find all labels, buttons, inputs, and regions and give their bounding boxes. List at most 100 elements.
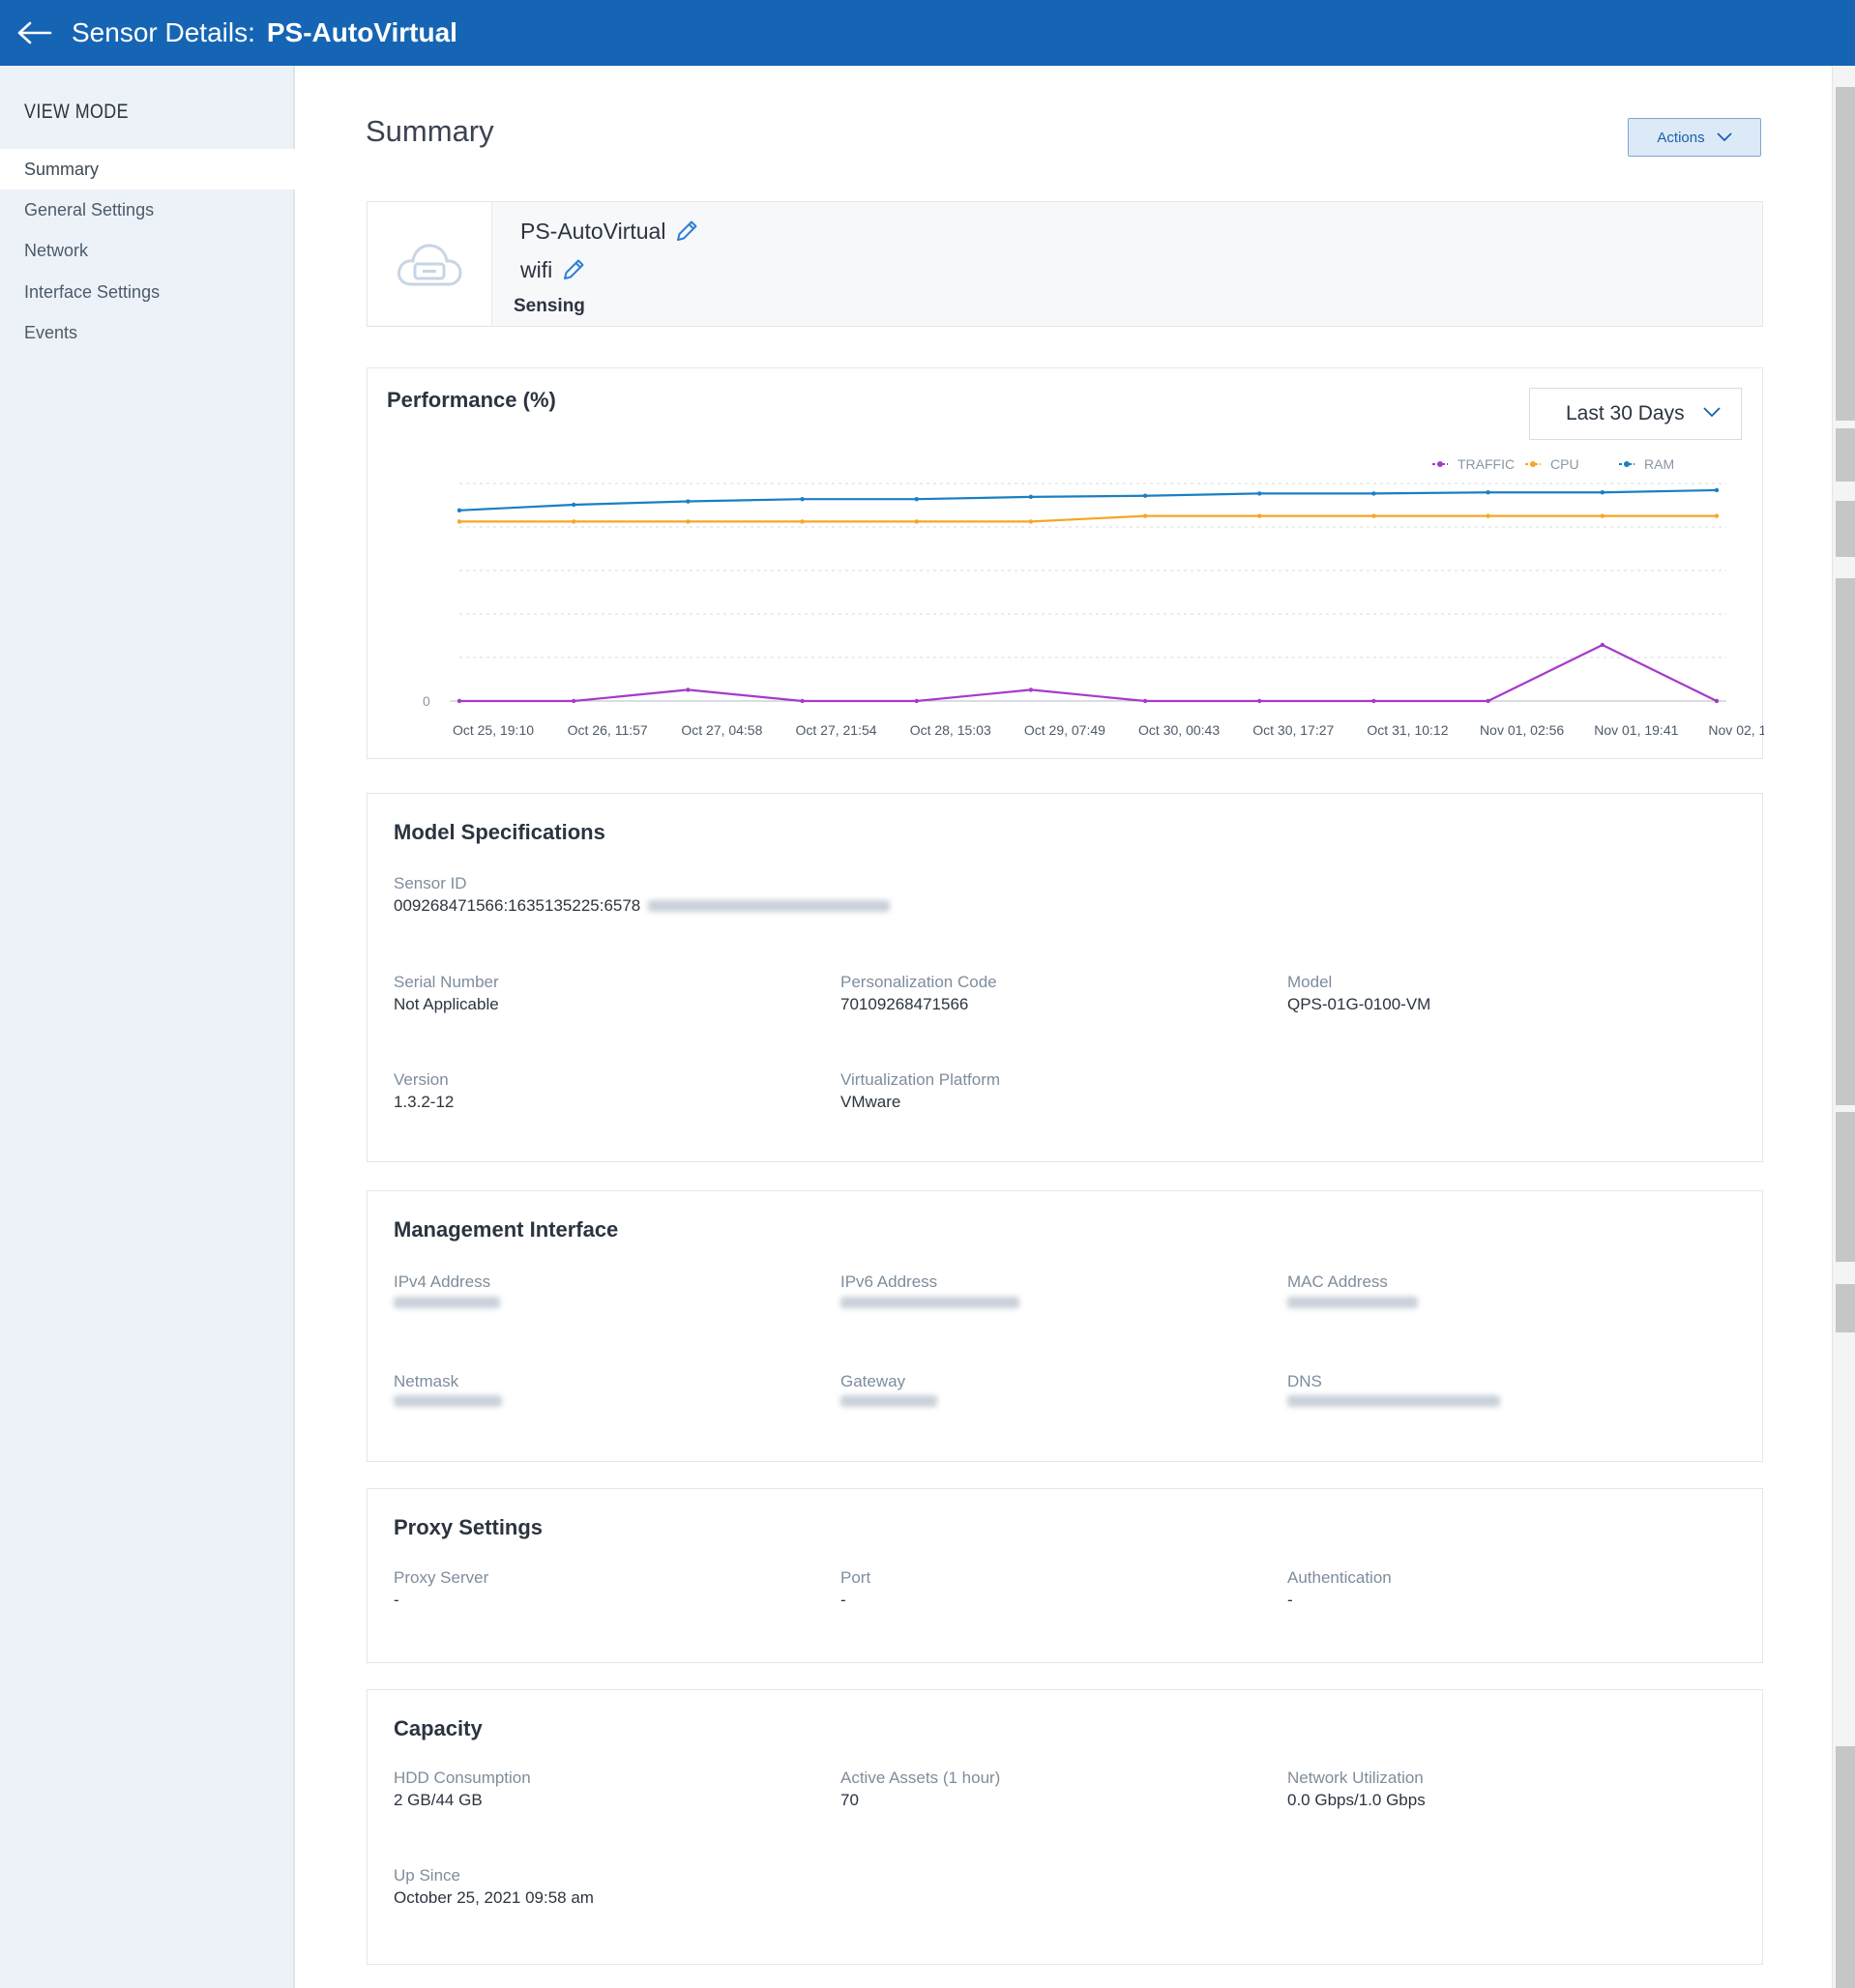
sidebar-item-summary[interactable]: Summary [0,149,295,190]
series-line-cpu [459,514,1717,523]
sidebar-item-events[interactable]: Events [24,322,78,342]
back-arrow-icon[interactable] [15,14,54,52]
data-point-traffic [456,698,462,704]
scrollbar-segment [1836,1112,1855,1262]
data-point-ram [456,508,462,512]
data-point-cpu [1142,513,1148,518]
data-point-cpu [914,519,919,524]
ipv4-label: IPv4 Address [394,1272,491,1291]
data-point-traffic [1028,687,1034,692]
scrollbar-segment [1836,1746,1855,1988]
personalization-code-value: 70109268471566 [840,995,969,1013]
scrollbar-segment [1836,1284,1855,1332]
up-since-value: October 25, 2021 09:58 am [394,1888,594,1907]
legend-label-traffic: TRAFFIC [1458,456,1515,472]
series-line-traffic [459,643,1718,703]
data-point-cpu [1486,513,1490,518]
series-line-ram [458,488,1718,512]
sensor-name-text: PS-AutoVirtual [520,218,666,244]
legend-label-ram: RAM [1644,456,1674,472]
scrollbar-segment [1836,428,1855,482]
sensor-icon-box [368,202,492,325]
ipv6-label: IPv6 Address [840,1272,938,1291]
ipv6-redacted [840,1297,1019,1308]
serial-number-label: Serial Number [394,973,499,991]
legend-label-cpu: CPU [1550,456,1579,472]
chevron-down-icon [1703,407,1721,418]
data-point-traffic [1371,698,1376,704]
data-point-cpu [1257,513,1262,518]
x-tick-label: Oct 29, 07:49 [1024,722,1105,738]
vertical-scrollbar[interactable] [1832,66,1855,1988]
edit-group-pencil-icon[interactable] [560,256,587,283]
sidebar-item-interface-settings[interactable]: Interface Settings [24,281,161,302]
virtualization-platform-label: Virtualization Platform [840,1070,1001,1089]
ipv4-redacted [394,1297,500,1308]
performance-card: 0 Oct 25, 19:10 Oct 26, 11:57 Oct 27, 04:58… [367,367,1764,759]
data-point-cpu [1028,519,1034,524]
model-value: QPS-01G-0100-VM [1287,995,1431,1013]
dns-label: DNS [1287,1372,1322,1390]
main-content: Summary Actions PS-AutoVirtual wifi Sens… [297,66,1832,1988]
scrollbar-thumb[interactable] [1836,87,1855,421]
data-point-ram [914,497,919,502]
data-point-traffic [1600,642,1605,648]
x-tick-label: Oct 27, 21:54 [796,722,877,738]
data-point-traffic [1257,698,1262,704]
legend-marker-cpu [1530,461,1536,467]
data-point-cpu [686,519,691,524]
data-point-traffic [571,698,576,704]
sidebar-heading: VIEW MODE [24,101,129,123]
sensor-overview-card: PS-AutoVirtual wifi Sensing [367,201,1763,327]
scrollbar-segment [1836,578,1855,1105]
data-point-traffic [914,698,919,704]
x-tick-label: Nov 01, 19:41 [1594,722,1678,738]
sensor-id-value: 009268471566:1635135225:6578 [394,896,641,915]
performance-chart: 0 Oct 25, 19:10 Oct 26, 11:57 Oct 27, 04:58… [423,456,1764,738]
performance-title: Performance (%) [387,388,556,412]
data-point-cpu [571,519,576,524]
x-tick-label: Oct 27, 04:58 [681,722,762,738]
gateway-redacted [840,1395,937,1407]
chevron-down-icon [1716,132,1732,142]
hdd-consumption-value: 2 GB/44 GB [394,1791,483,1809]
capacity-title: Capacity [394,1716,483,1740]
netmask-label: Netmask [394,1372,459,1390]
cloud-sensor-icon [398,243,462,285]
actions-button-label: Actions [1657,129,1705,146]
network-utilization-label: Network Utilization [1287,1769,1424,1787]
proxy-server-value: - [394,1591,399,1609]
up-since-label: Up Since [394,1866,460,1885]
page-header-title: Sensor Details: [72,17,255,47]
data-point-ram [571,502,576,508]
active-assets-value: 70 [840,1791,859,1809]
personalization-code-label: Personalization Code [840,973,997,991]
x-tick-label: Oct 30, 17:27 [1252,722,1334,738]
x-tick-label: Oct 28, 15:03 [910,722,991,738]
model-specifications-card: Model Specifications Sensor ID 009268471… [367,793,1763,1162]
sidebar-item-network[interactable]: Network [24,240,89,260]
x-tick-label: Oct 25, 19:10 [453,722,534,738]
sensor-name: PS-AutoVirtual [520,218,700,245]
data-point-cpu [456,519,462,524]
edit-name-pencil-icon[interactable] [673,218,700,245]
proxy-settings-title: Proxy Settings [394,1515,544,1539]
time-range-select[interactable]: Last 30 Days [1529,388,1742,440]
actions-button[interactable]: Actions [1628,118,1761,157]
data-point-ram [1371,491,1376,496]
proxy-port-value: - [840,1591,846,1609]
model-specifications-title: Model Specifications [394,820,605,844]
data-point-traffic [1486,698,1490,704]
version-value: 1.3.2-12 [394,1093,455,1111]
data-point-ram [1714,487,1720,493]
sensor-id-redacted [648,900,890,912]
capacity-card: Capacity HDD Consumption 2 GB/44 GB Acti… [367,1689,1763,1965]
mac-address-redacted [1287,1297,1418,1308]
proxy-authentication-label: Authentication [1287,1568,1392,1587]
page-header-sensor-name: PS-AutoVirtual [266,17,457,47]
data-point-cpu [1714,513,1720,518]
proxy-authentication-value: - [1287,1591,1293,1609]
sidebar-item-general-settings[interactable]: General Settings [24,199,155,219]
x-tick-label: Oct 26, 11:57 [568,722,648,738]
sensor-id-label: Sensor ID [394,874,467,892]
